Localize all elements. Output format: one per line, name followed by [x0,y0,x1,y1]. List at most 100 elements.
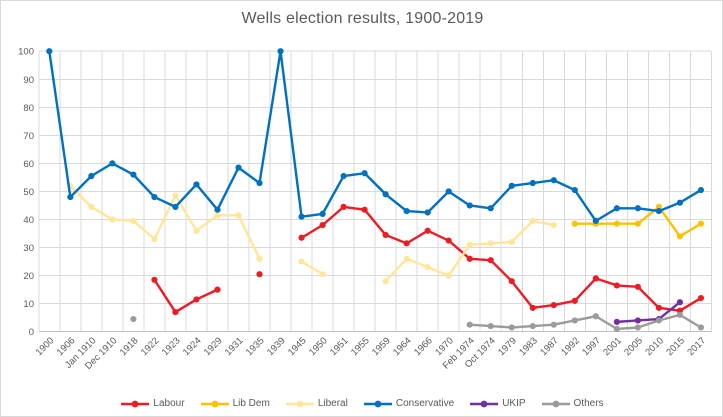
point-others-1918 [130,315,137,323]
svg-text:1950: 1950 [307,335,330,358]
svg-text:1931: 1931 [223,335,246,358]
svg-text:70: 70 [23,131,34,142]
svg-text:1900: 1900 [34,335,57,358]
point-others-2010 [655,317,662,324]
point-conservative-2010 [655,207,662,215]
point-others-2015 [676,311,684,318]
point-labour-1997 [592,275,599,282]
legend-item-lib-dem: Lib Dem [200,398,270,409]
point-liberal-1945 [298,258,305,265]
svg-text:100: 100 [18,47,34,58]
point-conservative-1935 [256,179,263,187]
point-conservative-1918 [130,171,137,178]
point-labour-1923 [172,308,179,316]
point-labour-1950 [319,222,326,229]
point-others-2017 [697,324,705,331]
legend-label-labour: Labour [153,398,185,409]
svg-text:1923: 1923 [160,335,183,358]
legend-label-conservative: Conservative [395,398,455,409]
point-conservative-1997 [592,217,599,225]
point-conservative-1924 [193,181,200,188]
svg-text:1992: 1992 [559,335,582,358]
point-conservative-1923 [172,203,179,210]
chart-title: Wells election results, 1900-2019 [241,10,484,27]
point-labour-1983 [529,304,536,311]
point-liberal-1950 [319,271,326,278]
svg-text:0: 0 [29,327,34,338]
svg-text:1987: 1987 [538,335,561,358]
legend-marker-ukip [470,400,499,407]
point-labour-2001 [613,282,620,289]
svg-text:1935: 1935 [244,335,267,358]
point-conservative-1900 [46,48,53,55]
point-lib-dem-2017 [697,220,705,227]
point-liberal-1935 [256,255,263,262]
point-lib-dem-2005 [634,220,641,227]
svg-text:1929: 1929 [202,335,225,358]
point-conservative-1983 [529,179,536,187]
point-liberal-1987 [550,222,557,229]
legend-label-lib-dem: Lib Dem [232,398,270,409]
series-conservative [46,48,705,225]
point-conservative-1945 [298,213,305,220]
point-liberal-Oct-1974 [487,240,494,247]
point-conservative-1951 [340,172,347,180]
point-conservative-1970 [445,188,452,195]
legend-label-others: Others [573,398,604,409]
point-labour-Oct-1974 [487,257,494,264]
point-labour-1966 [424,227,431,234]
legend-marker-lib-dem [200,400,229,407]
point-liberal-1979 [508,238,515,246]
point-liberal-1922 [151,236,158,243]
point-labour-1955 [361,206,368,213]
point-lib-dem-2015 [676,233,684,240]
point-others-2001 [613,325,620,332]
svg-text:1924: 1924 [181,335,204,358]
point-liberal-1929 [214,212,221,219]
point-others-1987 [550,321,557,328]
point-lib-dem-2001 [613,220,620,227]
svg-text:1959: 1959 [370,335,393,358]
point-conservative-2005 [634,205,641,212]
point-labour-Feb-1974 [466,255,473,262]
point-conservative-1959 [382,191,389,198]
svg-text:1983: 1983 [517,335,540,358]
point-conservative-Feb-1974 [466,202,473,209]
point-liberal-1964 [403,255,410,262]
point-ukip-2001 [613,318,620,325]
point-conservative-Jan-1910 [88,172,95,180]
point-others-Oct-1974 [487,322,494,330]
point-labour-2005 [634,283,641,290]
svg-text:60: 60 [23,159,34,170]
legend-marker-conservative [363,400,392,407]
svg-text:50: 50 [23,187,34,198]
point-conservative-1966 [424,209,431,216]
point-conservative-1964 [403,207,410,215]
legend-label-ukip: UKIP [502,398,526,409]
legend-item-others: Others [541,398,604,409]
point-labour-2010 [655,304,662,311]
point-conservative-1979 [508,182,515,189]
point-others-1997 [592,313,599,320]
point-labour-1992 [571,297,578,304]
series-others [130,311,705,332]
point-others-1979 [508,324,515,331]
point-labour-1987 [550,301,557,309]
svg-text:2005: 2005 [622,335,645,358]
point-conservative-Dec-1910 [109,160,116,167]
svg-text:1955: 1955 [349,335,372,358]
svg-text:80: 80 [23,103,34,114]
point-conservative-2015 [676,199,684,206]
point-liberal-1970 [445,272,452,279]
point-liberal-Dec-1910 [109,216,116,223]
point-labour-1959 [382,231,389,239]
point-liberal-1959 [382,278,389,285]
point-others-2005 [634,324,641,331]
legend: Labour Lib Dem Liberal Conservative UKIP Othe… [1,398,722,409]
svg-text:1945: 1945 [286,335,309,358]
svg-text:1964: 1964 [391,335,414,358]
svg-text:1966: 1966 [412,335,435,358]
point-conservative-1931 [235,164,242,171]
